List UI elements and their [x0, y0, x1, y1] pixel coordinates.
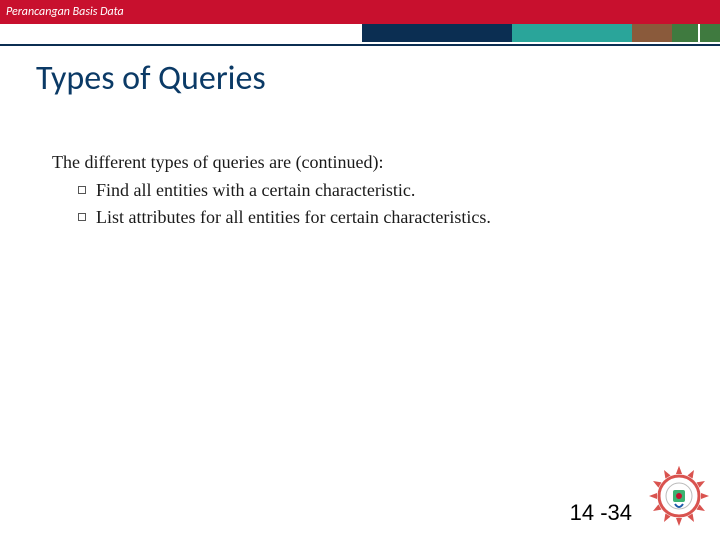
intro-text: The different types of queries are (cont…	[52, 150, 680, 174]
slide-body: The different types of queries are (cont…	[52, 150, 680, 231]
divider-line	[0, 44, 720, 46]
bullet-item: List attributes for all entities for cer…	[78, 205, 680, 229]
slide-title: Types of Queries	[36, 58, 266, 99]
accent-brown	[632, 24, 672, 42]
page-number: 14 -34	[570, 500, 632, 526]
university-logo-icon	[648, 465, 710, 532]
header-bar: Perancangan Basis Data	[0, 0, 720, 24]
bullet-text: Find all entities with a certain charact…	[96, 180, 415, 200]
bullet-text: List attributes for all entities for cer…	[96, 207, 491, 227]
bullet-item: Find all entities with a certain charact…	[78, 178, 680, 202]
accent-blocks	[362, 24, 720, 42]
accent-row	[0, 24, 720, 42]
bullet-list: Find all entities with a certain charact…	[52, 178, 680, 229]
slide: Perancangan Basis Data Types of Queries …	[0, 0, 720, 540]
accent-teal	[512, 24, 632, 42]
accent-navy	[362, 24, 512, 42]
accent-green-2	[700, 24, 720, 42]
course-label: Perancangan Basis Data	[6, 5, 124, 19]
accent-green	[672, 24, 700, 42]
